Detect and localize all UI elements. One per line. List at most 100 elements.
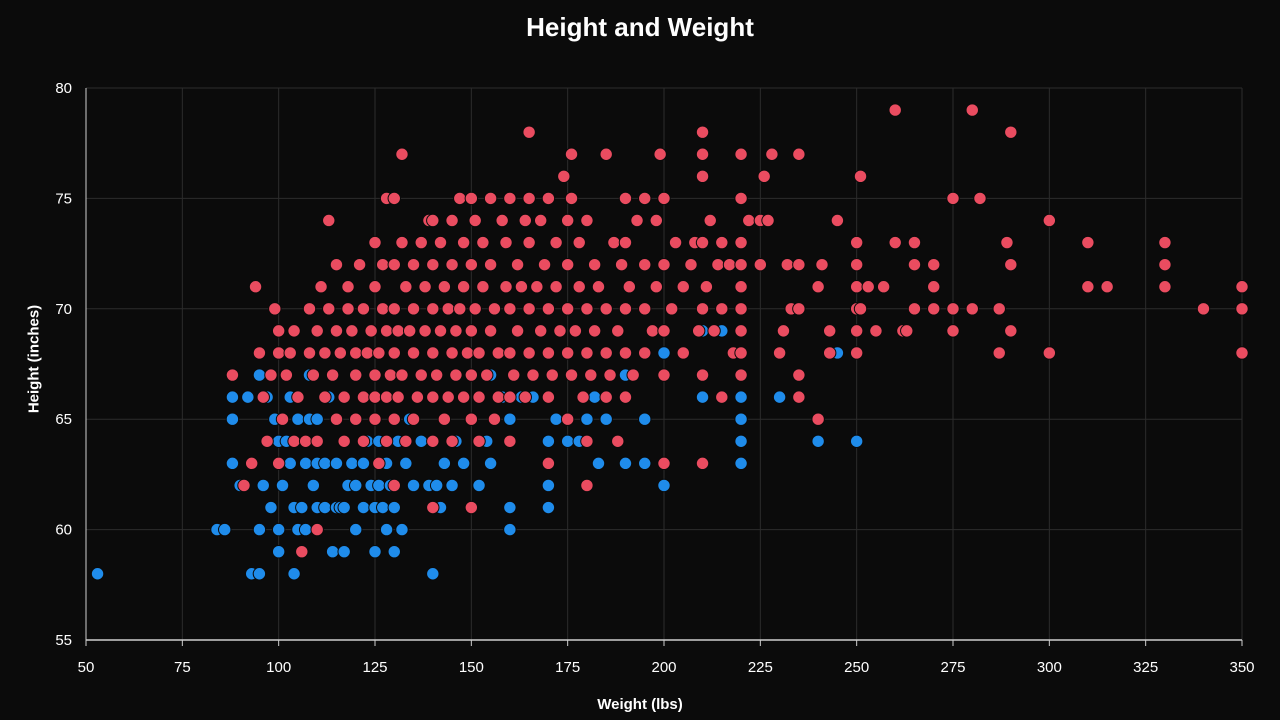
data-point: [888, 235, 902, 250]
data-point: [406, 478, 421, 493]
data-point: [349, 346, 363, 360]
data-point: [472, 346, 486, 360]
data-point: [1081, 235, 1095, 250]
data-point: [1158, 257, 1172, 272]
data-point: [499, 235, 513, 250]
data-point: [580, 434, 594, 448]
data-point: [792, 147, 806, 161]
data-point: [329, 324, 344, 338]
data-point: [456, 235, 471, 250]
data-point: [329, 412, 344, 426]
data-point: [291, 412, 305, 426]
data-point: [695, 390, 710, 404]
x-axis-label: Weight (lbs): [597, 696, 683, 713]
data-point: [580, 478, 594, 493]
data-point: [776, 324, 791, 338]
grid-lines: [85, 87, 1243, 641]
data-point: [522, 235, 536, 250]
data-point: [676, 346, 690, 360]
data-point: [792, 302, 806, 316]
data-point: [483, 324, 498, 338]
data-point: [387, 191, 401, 206]
data-point: [533, 213, 548, 228]
data-point: [1081, 280, 1095, 294]
data-point: [329, 456, 344, 471]
data-point: [691, 324, 706, 338]
data-point: [695, 302, 710, 316]
tick-labels: 50 75 100 125 150 175 200 225 250 275 300 325 350 55 6…: [55, 80, 1254, 676]
data-point: [445, 257, 459, 272]
y-tick-label: 65: [55, 411, 72, 428]
data-point: [611, 434, 625, 448]
data-point: [464, 412, 479, 426]
data-point: [476, 280, 490, 294]
data-point: [441, 302, 455, 316]
data-point: [460, 346, 475, 360]
data-point: [264, 500, 278, 515]
data-point: [387, 500, 401, 515]
data-point: [599, 412, 613, 426]
data-point: [445, 478, 459, 493]
data-point: [861, 280, 875, 294]
x-tick-label: 325: [1133, 659, 1158, 676]
data-point: [618, 302, 633, 316]
data-point: [426, 500, 440, 515]
data-point: [734, 302, 748, 316]
data-point: [356, 456, 371, 471]
data-point: [271, 346, 286, 360]
data-point: [849, 280, 864, 294]
axes: [85, 88, 1243, 646]
data-point: [252, 368, 267, 382]
data-point: [287, 434, 301, 448]
data-point: [927, 302, 941, 316]
data-point: [379, 390, 394, 404]
data-point: [406, 412, 421, 426]
data-point: [287, 567, 301, 581]
y-tick-label: 70: [55, 301, 72, 318]
data-point: [483, 456, 498, 471]
data-point: [341, 280, 355, 294]
data-point: [811, 280, 825, 294]
data-point: [715, 235, 729, 250]
data-point: [591, 280, 606, 294]
data-point: [564, 368, 579, 382]
data-point: [368, 368, 382, 382]
y-tick-label: 80: [55, 80, 72, 97]
data-point: [218, 522, 232, 537]
data-point: [757, 169, 771, 184]
data-point: [888, 103, 902, 117]
data-point: [564, 147, 579, 161]
data-point: [657, 324, 671, 338]
data-point: [541, 191, 556, 206]
data-point: [345, 324, 359, 338]
data-point: [453, 302, 467, 316]
data-point: [360, 346, 374, 360]
data-point: [295, 500, 309, 515]
x-tick-label: 200: [651, 659, 676, 676]
data-point: [973, 191, 987, 206]
data-point: [368, 235, 382, 250]
data-point: [414, 368, 428, 382]
data-point: [614, 257, 629, 272]
data-point: [333, 346, 348, 360]
data-point: [464, 368, 479, 382]
data-point: [541, 500, 556, 515]
data-point: [676, 280, 690, 294]
data-point: [271, 324, 286, 338]
data-point: [580, 213, 594, 228]
data-point: [946, 302, 960, 316]
data-point: [368, 412, 382, 426]
data-point: [445, 434, 459, 448]
data-point: [314, 280, 328, 294]
data-point: [580, 346, 594, 360]
data-point: [849, 257, 864, 272]
data-point: [772, 390, 787, 404]
data-point: [618, 456, 633, 471]
data-point: [541, 434, 556, 448]
data-point: [426, 434, 440, 448]
data-point: [306, 478, 321, 493]
data-point: [298, 456, 313, 471]
data-point: [695, 147, 710, 161]
data-point: [599, 390, 613, 404]
data-point: [734, 257, 748, 272]
